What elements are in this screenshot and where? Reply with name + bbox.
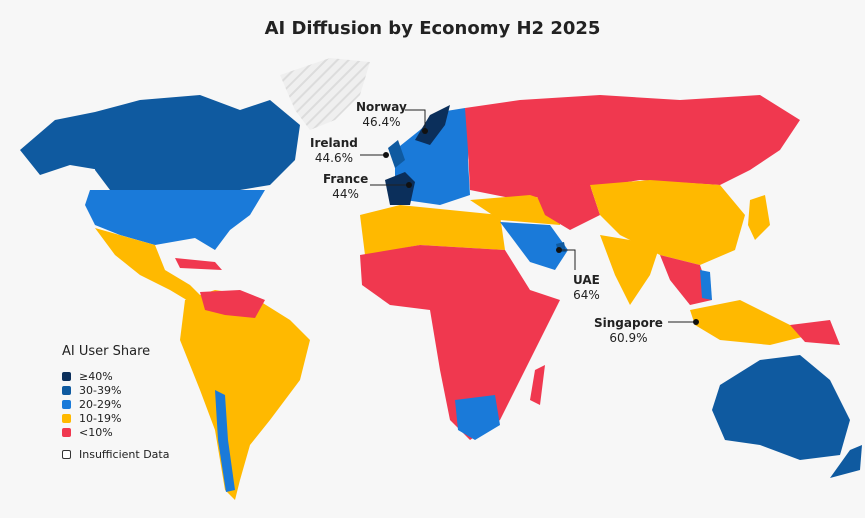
chile xyxy=(215,390,235,492)
usa xyxy=(85,190,265,250)
legend-label: <10% xyxy=(79,425,113,439)
legend-swatch xyxy=(62,427,71,437)
legend-swatch xyxy=(62,399,71,409)
callout-dots xyxy=(383,128,699,325)
legend-swatch xyxy=(62,371,71,381)
saudi-arabia xyxy=(500,222,568,270)
legend-item: <10% xyxy=(62,425,169,439)
legend-swatch xyxy=(62,385,71,395)
callout-ireland: Ireland 44.6% xyxy=(310,136,358,165)
madagascar xyxy=(530,365,545,405)
greenland xyxy=(280,58,370,130)
legend-label: 30-39% xyxy=(79,383,122,397)
alaska xyxy=(20,112,100,175)
legend-item: 30-39% xyxy=(62,383,169,397)
legend-label: 10-19% xyxy=(79,411,122,425)
legend-swatch xyxy=(62,449,71,459)
indonesia xyxy=(690,300,810,345)
norway xyxy=(415,105,450,145)
new-zealand xyxy=(830,445,862,478)
legend: AI User Share ≥40% 30-39% 20-29% 10-19% … xyxy=(62,344,169,461)
callout-singapore: Singapore 60.9% xyxy=(594,316,663,345)
canada xyxy=(95,95,300,192)
france xyxy=(385,172,415,205)
russia xyxy=(465,95,800,200)
india xyxy=(600,235,660,305)
callout-france: France 44% xyxy=(323,172,369,201)
japan xyxy=(748,195,770,240)
middle-east xyxy=(470,195,560,225)
mexico-central-america xyxy=(95,228,205,305)
legend-item: ≥40% xyxy=(62,369,169,383)
australia xyxy=(712,355,850,460)
south-africa xyxy=(455,395,500,440)
legend-title: AI User Share xyxy=(62,344,151,359)
callout-uae: UAE 64% xyxy=(573,273,600,302)
caribbean xyxy=(175,258,222,270)
china-east-asia xyxy=(590,180,745,265)
northern-south-america xyxy=(200,290,265,318)
papua xyxy=(790,320,840,345)
africa xyxy=(360,245,560,440)
legend-label: 20-29% xyxy=(79,397,122,411)
vietnam xyxy=(700,270,712,300)
legend-item: 10-19% xyxy=(62,411,169,425)
southeast-asia xyxy=(660,255,712,305)
map-title: AI Diffusion by Economy H2 2025 xyxy=(264,18,601,39)
callout-leaders xyxy=(360,109,695,323)
legend-label: Insufficient Data xyxy=(79,447,170,461)
callout-norway: Norway 46.4% xyxy=(356,100,407,129)
legend-item: 20-29% xyxy=(62,397,169,411)
north-africa xyxy=(360,205,505,255)
south-america xyxy=(180,290,310,500)
legend-label: ≥40% xyxy=(79,369,113,383)
legend-swatch xyxy=(62,413,71,423)
central-asia xyxy=(530,180,600,230)
uk-ireland xyxy=(388,140,405,168)
legend-item-insufficient: Insufficient Data xyxy=(62,447,169,461)
